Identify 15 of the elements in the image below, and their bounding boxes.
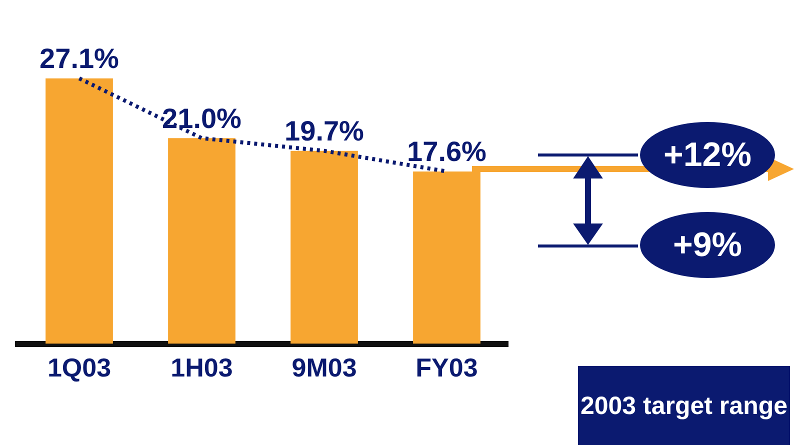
bar — [290, 150, 358, 344]
bar — [46, 78, 113, 344]
data-label: 21.0% — [162, 102, 242, 134]
data-label: 17.6% — [407, 136, 487, 168]
bar — [168, 138, 236, 344]
x-tick-label: 1H03 — [170, 352, 233, 383]
text: +9% — [640, 212, 775, 278]
text: 2003 target range — [578, 366, 790, 445]
data-label: 27.1% — [40, 43, 120, 74]
text: +12% — [640, 122, 775, 188]
bar — [413, 171, 480, 344]
x-tick-label: FY03 — [416, 352, 478, 383]
x-tick-label: 9M03 — [292, 352, 357, 383]
data-label: 19.7% — [284, 116, 364, 147]
x-tick-label: 1Q03 — [47, 352, 112, 383]
